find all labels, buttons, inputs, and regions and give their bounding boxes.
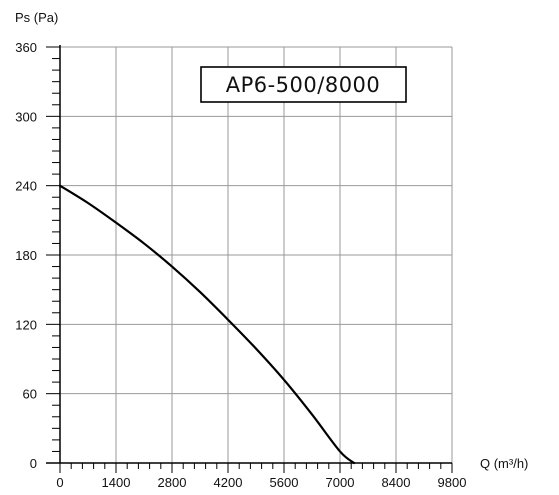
x-axis-title: Q (m³/h) (480, 456, 528, 471)
y-tick-label: 60 (23, 387, 37, 402)
chart-title: AP6-500/8000 (226, 73, 381, 97)
y-tick-label: 0 (30, 456, 37, 471)
x-tick-label: 5600 (270, 475, 299, 490)
x-tick-label: 0 (56, 475, 63, 490)
performance-curve (58, 184, 356, 465)
y-axis-title: Ps (Pa) (15, 10, 58, 25)
x-tick-label: 1400 (102, 475, 131, 490)
y-tick-label: 300 (15, 109, 37, 124)
y-tick-label: 120 (15, 317, 37, 332)
model-label-box: AP6-500/8000 (200, 66, 407, 103)
x-tick-label: 9800 (438, 475, 467, 490)
series (58, 184, 356, 465)
y-tick-label: 180 (15, 248, 37, 263)
y-tick-label: 240 (15, 179, 37, 194)
tick-labels: 0 1400 2800 4200 5600 7000 8400 9800 0 60 120 180 24… (15, 40, 466, 490)
x-tick-label: 7000 (326, 475, 355, 490)
x-tick-label: 4200 (214, 475, 243, 490)
y-tick-label: 360 (15, 40, 37, 55)
x-tick-label: 8400 (382, 475, 411, 490)
x-tick-label: 2800 (158, 475, 187, 490)
axes (46, 45, 453, 473)
grid (60, 46, 453, 463)
